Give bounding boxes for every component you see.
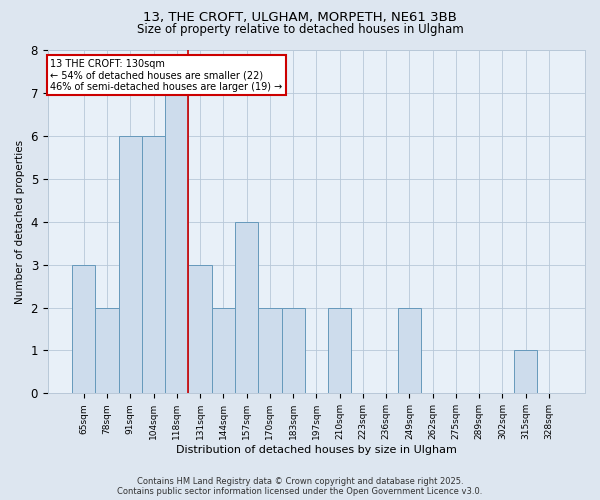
Bar <box>514 350 538 394</box>
Y-axis label: Number of detached properties: Number of detached properties <box>15 140 25 304</box>
Bar <box>235 222 258 394</box>
Bar <box>142 136 165 394</box>
Bar <box>119 136 142 394</box>
Text: Size of property relative to detached houses in Ulgham: Size of property relative to detached ho… <box>137 22 463 36</box>
Bar <box>212 308 235 394</box>
Bar <box>398 308 421 394</box>
Bar <box>328 308 351 394</box>
Bar <box>165 93 188 394</box>
Text: Contains HM Land Registry data © Crown copyright and database right 2025.
Contai: Contains HM Land Registry data © Crown c… <box>118 476 482 496</box>
Text: 13 THE CROFT: 130sqm
← 54% of detached houses are smaller (22)
46% of semi-detac: 13 THE CROFT: 130sqm ← 54% of detached h… <box>50 58 283 92</box>
Bar <box>188 264 212 394</box>
Bar <box>281 308 305 394</box>
Bar <box>95 308 119 394</box>
X-axis label: Distribution of detached houses by size in Ulgham: Distribution of detached houses by size … <box>176 445 457 455</box>
Bar <box>72 264 95 394</box>
Text: 13, THE CROFT, ULGHAM, MORPETH, NE61 3BB: 13, THE CROFT, ULGHAM, MORPETH, NE61 3BB <box>143 11 457 24</box>
Bar <box>258 308 281 394</box>
